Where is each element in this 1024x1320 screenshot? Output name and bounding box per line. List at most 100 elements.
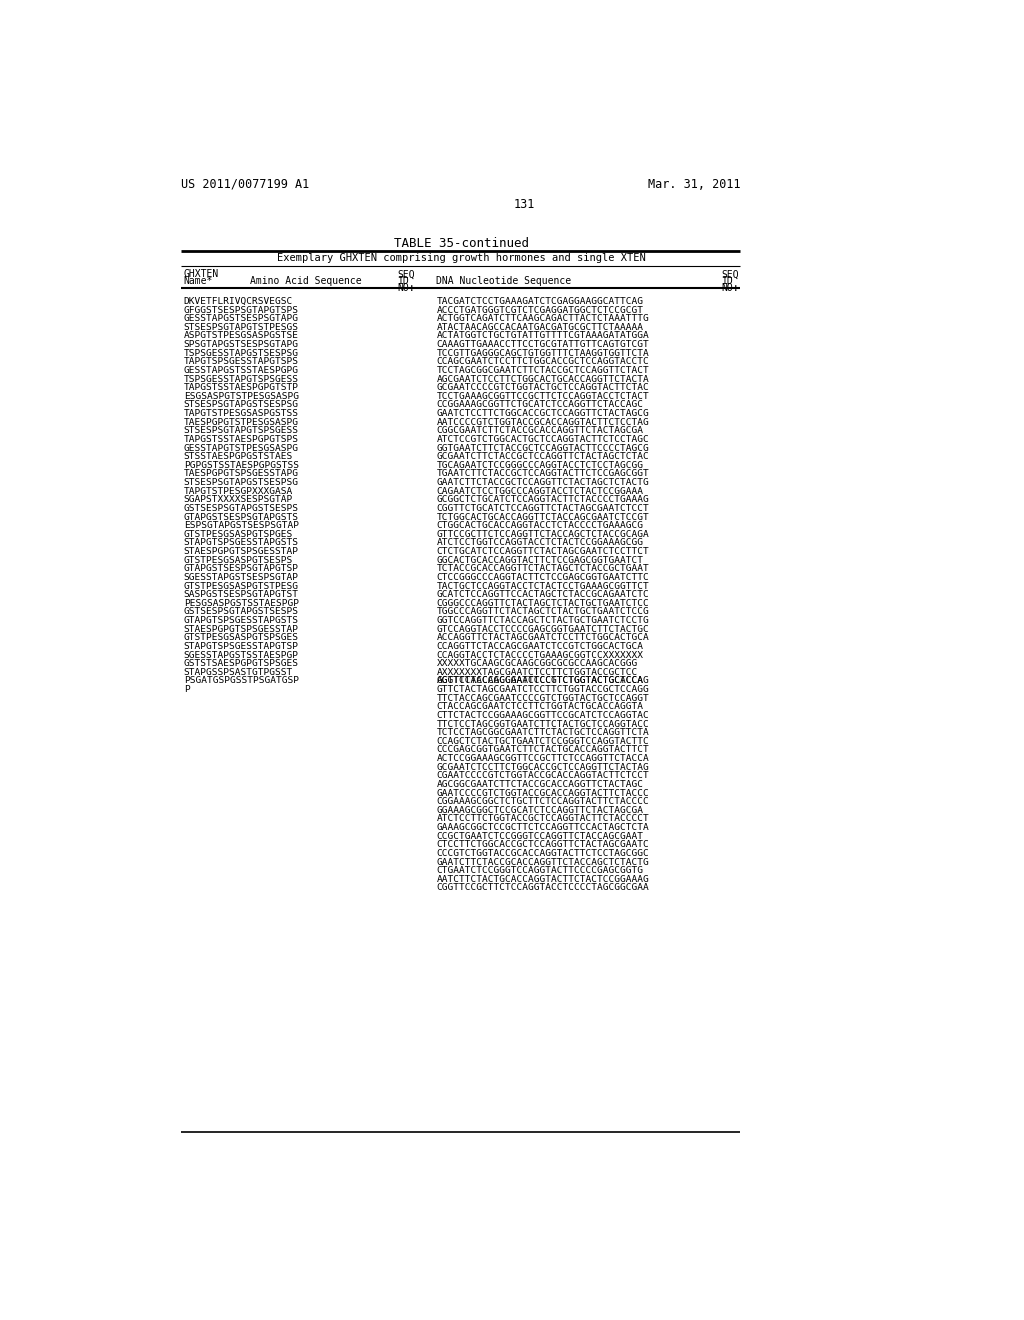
Text: CCGGAAAGCGGTTCTGCATCTCCAGGTTCTACCAGC: CCGGAAAGCGGTTCTGCATCTCCAGGTTCTACCAGC xyxy=(436,400,643,409)
Text: STSESPSGTAPGSTSESPSG: STSESPSGTAPGSTSESPSG xyxy=(183,478,299,487)
Text: ASPGTSTPESGSASPGSTSE: ASPGTSTPESGSASPGSTSE xyxy=(183,331,299,341)
Text: TTCTACCAGCGAATCCCCGTCTGGTACTGCTCCAGGT: TTCTACCAGCGAATCCCCGTCTGGTACTGCTCCAGGT xyxy=(436,694,649,702)
Text: STSESPSGTAPGTSPSGESS: STSESPSGTAPGTSPSGESS xyxy=(183,426,299,436)
Text: TAESPGPGTSTPESGSASPG: TAESPGPGTSTPESGSASPG xyxy=(183,417,299,426)
Text: CTGAATCTCCGGGTCCAGGTACTTCCCCGAGCGGTG: CTGAATCTCCGGGTCCAGGTACTTCCCCGAGCGGTG xyxy=(436,866,643,875)
Text: NO:: NO: xyxy=(722,284,739,293)
Text: Name*: Name* xyxy=(183,276,213,286)
Text: STAPGSSPSASTGTPGSST: STAPGSSPSASTGTPGSST xyxy=(183,668,293,677)
Text: CTCCTTCTGGCACCGCTCCAGGTTCTACTAGCGAATC: CTCCTTCTGGCACCGCTCCAGGTTCTACTAGCGAATC xyxy=(436,841,649,849)
Text: PGPGSTSSTAESPGPGSTSS: PGPGSTSSTAESPGPGSTSS xyxy=(183,461,299,470)
Text: TAESPGPGTSPSGESSTAPG: TAESPGPGTSPSGESSTAPG xyxy=(183,470,299,478)
Text: TAPGTSTPESGPXXXGASA: TAPGTSTPESGPXXXGASA xyxy=(183,487,293,496)
Text: NO:: NO: xyxy=(397,284,416,293)
Text: STAPGTSPSGESSTAPGTSP: STAPGTSPSGESSTAPGTSP xyxy=(183,642,299,651)
Text: P: P xyxy=(183,685,189,694)
Text: TCCGTTGAGGGCAGCTGTGGTTTCTAAGGTGGTTCTA: TCCGTTGAGGGCAGCTGTGGTTTCTAAGGTGGTTCTA xyxy=(436,348,649,358)
Text: AATCCCCGTCTGGTACCGCACCAGGTACTTCTCCTAG: AATCCCCGTCTGGTACCGCACCAGGTACTTCTCCTAG xyxy=(436,417,649,426)
Text: CCAGGTACCTCTACCCCTGAAAGCGGTCCXXXXXXX: CCAGGTACCTCTACCCCTGAAAGCGGTCCXXXXXXX xyxy=(436,651,643,660)
Text: CTCTGCATCTCCAGGTTCTACTAGCGAATCTCCTTCT: CTCTGCATCTCCAGGTTCTACTAGCGAATCTCCTTCT xyxy=(436,546,649,556)
Text: TAPGSTSSTAESPGPGTSTP: TAPGSTSSTAESPGPGTSTP xyxy=(183,383,299,392)
Text: PSGATGSPGSSTPSGATGSP: PSGATGSPGSSTPSGATGSP xyxy=(183,676,299,685)
Text: SASPGSTSESPSGTAPGTST: SASPGSTSESPSGTAPGTST xyxy=(183,590,299,599)
Text: TTCTCCTAGCGGTGAATCTTCTACTGCTCCAGGTACC: TTCTCCTAGCGGTGAATCTTCTACTGCTCCAGGTACC xyxy=(436,719,649,729)
Text: GTAPGSTSESPSGTAPGTSP: GTAPGSTSESPSGTAPGTSP xyxy=(183,565,299,573)
Text: GTCCAGGTACCTCCCCGAGCGGTGAATCTTCTACTGC: GTCCAGGTACCTCCCCGAGCGGTGAATCTTCTACTGC xyxy=(436,624,649,634)
Text: AGCGGCGAATCTTCTACCGCACCAGGTTCTACTAGC: AGCGGCGAATCTTCTACCGCACCAGGTTCTACTAGC xyxy=(436,780,643,789)
Text: GESSTAPGTSTPESGSASPG: GESSTAPGTSTPESGSASPG xyxy=(183,444,299,453)
Text: TCCTAGCGGCGAATCTTCTACCGCTCCAGGTTCTACT: TCCTAGCGGCGAATCTTCTACCGCTCCAGGTTCTACT xyxy=(436,366,649,375)
Text: SEQ: SEQ xyxy=(397,269,416,280)
Text: STAESPGPGTSPSGESSTAP: STAESPGPGTSPSGESSTAP xyxy=(183,546,299,556)
Text: SPSGTAPGSTSESPSGTAPG: SPSGTAPGSTSESPSGTAPG xyxy=(183,341,299,348)
Text: TCTCCTAGCGGCGAATCTTCTACTGCTCCAGGTTCTA: TCTCCTAGCGGCGAATCTTCTACTGCTCCAGGTTCTA xyxy=(436,729,649,737)
Text: TABLE 35-continued: TABLE 35-continued xyxy=(394,238,528,249)
Text: ACCAGGTTCTACTAGCGAATCTCCTTCTGGCACTGCA: ACCAGGTTCTACTAGCGAATCTCCTTCTGGCACTGCA xyxy=(436,634,649,643)
Text: ACTCCGGAAAGCGGTTCCGCTTCTCCAGGTTCTACCA: ACTCCGGAAAGCGGTTCCGCTTCTCCAGGTTCTACCA xyxy=(436,754,649,763)
Text: ATCTCCTTCTGGTACCGCTCCAGGTACTTCTACCCCT: ATCTCCTTCTGGTACCGCTCCAGGTACTTCTACCCCT xyxy=(436,814,649,824)
Text: ACTGGTCAGATCTTCAAGCAGACTTACTCTAAATTTG: ACTGGTCAGATCTTCAAGCAGACTTACTCTAAATTTG xyxy=(436,314,649,323)
Text: TSPSGESSTAPGTSPSGESS: TSPSGESSTAPGTSPSGESS xyxy=(183,375,299,384)
Text: DKVETFLRIVQCRSVEGSC: DKVETFLRIVQCRSVEGSC xyxy=(183,297,293,306)
Text: CGGCGAATCTTCTACCGCACCAGGTTCTACTAGCGA: CGGCGAATCTTCTACCGCACCAGGTTCTACTAGCGA xyxy=(436,426,643,436)
Text: SGESSTAPGSTSESPSGTAP: SGESSTAPGSTSESPSGTAP xyxy=(183,573,299,582)
Text: DNA Nucleotide Sequence: DNA Nucleotide Sequence xyxy=(436,276,571,286)
Text: CGGAAAGCGGCTCTGCTTCTCCAGGTACTTCTACCCC: CGGAAAGCGGCTCTGCTTCTCCAGGTACTTCTACCCC xyxy=(436,797,649,807)
Text: ESPSGTAPGSTSESPSGTAP: ESPSGTAPGSTSESPSGTAP xyxy=(183,521,299,531)
Text: GCGAATCTTCTACCGCTCCAGGTTCTACTAGCTCTAC: GCGAATCTTCTACCGCTCCAGGTTCTACTAGCTCTAC xyxy=(436,453,649,461)
Text: TCCTGAAAGCGGTTCCGCTTCTCCAGGTACCTCTACT: TCCTGAAAGCGGTTCCGCTTCTCCAGGTACCTCTACT xyxy=(436,392,649,401)
Text: GSTSESPSGTAPGSTSESPS: GSTSESPSGTAPGSTSESPS xyxy=(183,504,299,513)
Text: GTAPGTSPSGESSTAPGSTS: GTAPGTSPSGESSTAPGSTS xyxy=(183,616,299,626)
Text: GCATCTCCAGGTTCCACTAGCTCTACCGCAGAATCTC: GCATCTCCAGGTTCCACTAGCTCTACCGCAGAATCTC xyxy=(436,590,649,599)
Text: GFGGSTSESPSGTAPGTSPS: GFGGSTSESPSGTAPGTSPS xyxy=(183,306,299,314)
Text: GTSTPESGSASPGTSPGES: GTSTPESGSASPGTSPGES xyxy=(183,529,293,539)
Text: TGCAGAATCTCCGGGCCCAGGTACCTCTCCTAGCGG: TGCAGAATCTCCGGGCCCAGGTACCTCTCCTAGCGG xyxy=(436,461,643,470)
Text: ATACTAACAGCCACAATGACGATGCGCTTCTAAAAA: ATACTAACAGCCACAATGACGATGCGCTTCTAAAAA xyxy=(436,323,643,331)
Text: STSSTAESPGPGSTSTAES: STSSTAESPGPGSTSTAES xyxy=(183,453,293,461)
Text: PESGSASPGSTSSTAESPGP: PESGSASPGSTSSTAESPGP xyxy=(183,599,299,607)
Text: CAAAGTTGAAACCTTCCTGCGTATTGTTCAGTGTCGT: CAAAGTTGAAACCTTCCTGCGTATTGTTCAGTGTCGT xyxy=(436,341,649,348)
Text: GTSTPESGSASPGTSESPS: GTSTPESGSASPGTSESPS xyxy=(183,556,293,565)
Text: AGCGAATCTCCTTCTGGCACTGCACCAGGTTCTACTA: AGCGAATCTCCTTCTGGCACTGCACCAGGTTCTACTA xyxy=(436,375,649,384)
Text: Mar. 31, 2011: Mar. 31, 2011 xyxy=(647,178,740,190)
Text: CGAATCCCCGTCTGGTACCGCACCAGGTACTTCTCCT: CGAATCCCCGTCTGGTACCGCACCAGGTACTTCTCCT xyxy=(436,771,649,780)
Text: TAPGTSPSGESSTAPGTSPS: TAPGTSPSGESSTAPGTSPS xyxy=(183,358,299,367)
Text: GAATCCCCGTCTGGTACCGCACCAGGTACTTCTACCC: GAATCCCCGTCTGGTACCGCACCAGGTACTTCTACCC xyxy=(436,788,649,797)
Text: Amino Acid Sequence: Amino Acid Sequence xyxy=(251,276,362,286)
Text: GGTTCTACCAGCGAATCTCCTTCTGGTACTGCACCAG: GGTTCTACCAGCGAATCTCCTTCTGGTACTGCACCAG xyxy=(436,676,649,685)
Text: STAESPGPGTSPSGESSTAP: STAESPGPGTSPSGESSTAP xyxy=(183,624,299,634)
Text: CCAGCGAATCTCCTTCTGGCACCGCTCCAGGTACCTC: CCAGCGAATCTCCTTCTGGCACCGCTCCAGGTACCTC xyxy=(436,358,649,367)
Text: CCCGTCTGGTACCGCACCAGGTACTTCTCCTAGCGGC: CCCGTCTGGTACCGCACCAGGTACTTCTCCTAGCGGC xyxy=(436,849,649,858)
Text: ESGSASPGTSTPESGSASPG: ESGSASPGTSTPESGSASPG xyxy=(183,392,299,401)
Text: SGAPSTXXXXSESPSGTAP: SGAPSTXXXXSESPSGTAP xyxy=(183,495,293,504)
Text: STSESPSGTAPGSTSESPSG: STSESPSGTAPGSTSESPSG xyxy=(183,400,299,409)
Text: GAATCTTCTACCGCACCAGGTTCTACCAGCTCTACTG: GAATCTTCTACCGCACCAGGTTCTACCAGCTCTACTG xyxy=(436,858,649,866)
Text: STAPGTSPSGESSTAPGSTS: STAPGTSPSGESSTAPGSTS xyxy=(183,539,299,548)
Text: CTTCTACTCCGGAAAGCGGTTCCGCATCTCCAGGTAC: CTTCTACTCCGGAAAGCGGTTCCGCATCTCCAGGTAC xyxy=(436,711,649,719)
Text: AATCTTCTACTGCACCAGGTACTTCTACTCCGGAAAG: AATCTTCTACTGCACCAGGTACTTCTACTCCGGAAAG xyxy=(436,875,649,884)
Text: SGESSTAPGSTSSTAESPGP: SGESSTAPGSTSSTAESPGP xyxy=(183,651,299,660)
Text: Exemplary GHXTEN comprising growth hormones and single XTEN: Exemplary GHXTEN comprising growth hormo… xyxy=(276,253,645,263)
Text: GTTCCGCTTCTCCAGGTTCTACCAGCTCTACCGCAGA: GTTCCGCTTCTCCAGGTTCTACCAGCTCTACCGCAGA xyxy=(436,529,649,539)
Text: TACTGCTCCAGGTACCTCTACTCCTGAAAGCGGTTCT: TACTGCTCCAGGTACCTCTACTCCTGAAAGCGGTTCT xyxy=(436,582,649,590)
Text: 131: 131 xyxy=(514,198,536,211)
Text: ACTATGGTCTGCTGTATTGTTTTCGTAAAGATATGGA: ACTATGGTCTGCTGTATTGTTTTCGTAAAGATATGGA xyxy=(436,331,649,341)
Text: GGAAAGCGGCTCCGCATCTCCAGGTTCTACTAGCGA: GGAAAGCGGCTCCGCATCTCCAGGTTCTACTAGCGA xyxy=(436,805,643,814)
Text: TCTGGCACTGCACCAGGTTCTACCAGCGAATCTCCGT: TCTGGCACTGCACCAGGTTCTACCAGCGAATCTCCGT xyxy=(436,512,649,521)
Text: GHXTEN: GHXTEN xyxy=(183,269,219,280)
Text: GCGGCTCTGCATCTCCAGGTACTTCTACCCCTGAAAG: GCGGCTCTGCATCTCCAGGTACTTCTACCCCTGAAAG xyxy=(436,495,649,504)
Text: GAAAGCGGCTCCGCTTCTCCAGGTTCCACTAGCTCTA: GAAAGCGGCTCCGCTTCTCCAGGTTCCACTAGCTCTA xyxy=(436,824,649,832)
Text: GSTSTSAESPGPGTSPSGES: GSTSTSAESPGPGTSPSGES xyxy=(183,659,299,668)
Text: CCGCTGAATCTCCGGGTCCAGGTTCTACCAGCGAAT: CCGCTGAATCTCCGGGTCCAGGTTCTACCAGCGAAT xyxy=(436,832,643,841)
Text: CTACCAGCGAATCTCCTTCTGGTACTGCACCAGGTA: CTACCAGCGAATCTCCTTCTGGTACTGCACCAGGTA xyxy=(436,702,643,711)
Text: GSTSESPSGTAPGSTSESPS: GSTSESPSGTAPGSTSESPS xyxy=(183,607,299,616)
Text: CCCGAGCGGTGAATCTTCTACTGCACCAGGTACTTCT: CCCGAGCGGTGAATCTTCTACTGCACCAGGTACTTCT xyxy=(436,746,649,755)
Text: GGTGAATCTTCTACCGCTCCAGGTACTTCCCCTAGCG: GGTGAATCTTCTACCGCTCCAGGTACTTCCCCTAGCG xyxy=(436,444,649,453)
Text: CGGTTCTGCATCTCCAGGTTCTACTAGCGAATCTCCT: CGGTTCTGCATCTCCAGGTTCTACTAGCGAATCTCCT xyxy=(436,504,649,513)
Text: SEQ: SEQ xyxy=(722,269,739,280)
Text: ID: ID xyxy=(397,276,410,286)
Text: AGGTTCTACCAGCGAATCCCGTCTGGTACTGCTCCA: AGGTTCTACCAGCGAATCCCGTCTGGTACTGCTCCA xyxy=(436,676,643,685)
Text: AXXXXXXXTAGCGAATCTCCTTCTGGTACCGCTCC: AXXXXXXXTAGCGAATCTCCTTCTGGTACCGCTCC xyxy=(436,668,638,677)
Text: GGTCCAGGTTCTACCAGCTCTACTGCTGAATCTCCTG: GGTCCAGGTTCTACCAGCTCTACTGCTGAATCTCCTG xyxy=(436,616,649,626)
Text: GTSTPESGSASPGTSTPESG: GTSTPESGSASPGTSTPESG xyxy=(183,582,299,590)
